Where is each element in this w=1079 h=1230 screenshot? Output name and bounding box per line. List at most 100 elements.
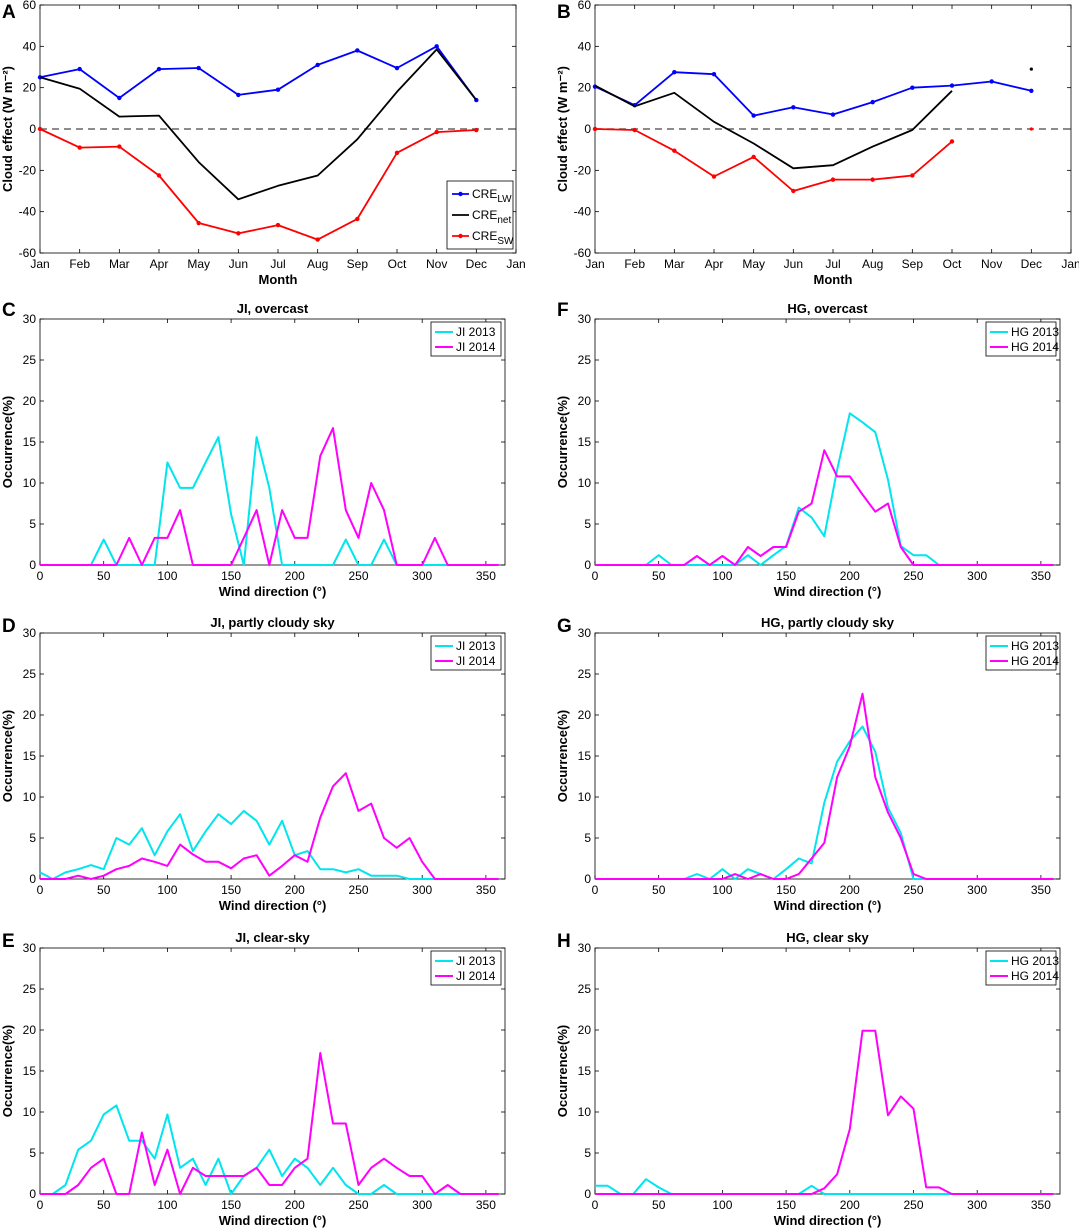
x-tick-label: 100 (712, 569, 732, 583)
axes-box (39, 318, 506, 566)
y-axis-label: Occurrence(%) (0, 710, 15, 802)
x-tick-label: 300 (412, 883, 432, 897)
x-tick-label: 100 (157, 883, 177, 897)
legend-box (985, 950, 1057, 986)
y-axis-label: Cloud effect (W m⁻²) (0, 66, 15, 192)
x-tick-label: 200 (285, 1198, 305, 1212)
x-tick-label: 350 (1031, 1198, 1051, 1212)
y-tick-label: 5 (584, 517, 591, 531)
x-tick-label: Feb (624, 257, 645, 271)
x-axis-label: Wind direction (°) (219, 898, 327, 913)
x-tick-label: Jul (270, 257, 285, 271)
data-point (949, 139, 955, 144)
legend-label: HG 2013 (1011, 954, 1059, 968)
legend-label: CRELW (472, 187, 512, 205)
x-tick-label: May (187, 257, 210, 271)
y-tick-label: 60 (578, 0, 592, 12)
x-axis-label: Wind direction (°) (219, 1213, 327, 1228)
y-tick-label: -60 (574, 246, 592, 260)
y-tick-label: 5 (584, 1146, 591, 1160)
y-tick-label: 0 (584, 122, 591, 136)
legend-label: JI 2013 (456, 325, 496, 339)
y-axis-label: Occurrence(%) (555, 710, 570, 802)
x-tick-label: 100 (712, 883, 732, 897)
data-point (632, 127, 637, 133)
series-cre-line (39, 45, 478, 101)
x-tick-label: 350 (1031, 569, 1051, 583)
x-tick-label: 0 (592, 569, 599, 583)
y-tick-label: 15 (578, 749, 592, 763)
data-point (791, 105, 796, 110)
x-axis-label: Wind direction (°) (774, 898, 882, 913)
x-tick-label: Nov (426, 257, 447, 271)
x-tick-label: Jun (784, 257, 803, 271)
y-tick-label: 25 (578, 667, 592, 681)
panel-title: JI, overcast (237, 301, 309, 316)
y-axis-label: Occurrence(%) (555, 1025, 570, 1117)
x-tick-label: 150 (776, 1198, 796, 1212)
y-tick-label: 20 (23, 81, 37, 95)
data-point (37, 126, 43, 132)
series-cre-line (39, 48, 478, 201)
y-tick-label: 10 (578, 1105, 592, 1119)
data-point (751, 154, 756, 160)
y-tick-label: 25 (23, 982, 37, 996)
legend-label: HG 2014 (1011, 969, 1059, 983)
y-tick-label: -60 (19, 246, 37, 260)
data-point (830, 177, 836, 182)
series-hg-2014-line (595, 449, 1054, 566)
data-point (672, 69, 677, 75)
y-tick-label: 0 (584, 558, 591, 572)
x-tick-label: Sep (347, 257, 369, 271)
x-tick-label: 100 (712, 1198, 732, 1212)
legend-box (985, 635, 1057, 671)
x-tick-label: 350 (476, 569, 496, 583)
x-tick-label: Jan (585, 257, 604, 271)
y-tick-label: 40 (578, 39, 592, 53)
y-tick-label: 25 (578, 982, 592, 996)
x-tick-label: 350 (476, 883, 496, 897)
y-tick-label: 20 (578, 1023, 592, 1037)
panel-title: JI, partly cloudy sky (210, 615, 335, 630)
x-tick-label: Jan (506, 257, 525, 271)
y-tick-label: 25 (578, 353, 592, 367)
panel-title: HG, partly cloudy sky (761, 615, 895, 630)
x-tick-label: Sep (902, 257, 924, 271)
y-tick-label: 5 (29, 1146, 36, 1160)
y-tick-label: 10 (578, 476, 592, 490)
y-tick-label: 5 (29, 831, 36, 845)
x-tick-label: 0 (37, 883, 44, 897)
data-point (434, 44, 439, 49)
series-ji-2014-line (40, 772, 499, 880)
x-tick-label: Oct (943, 257, 962, 271)
y-axis-label: Occurrence(%) (0, 396, 15, 488)
x-tick-label: 250 (348, 1198, 368, 1212)
x-tick-label: 350 (1031, 883, 1051, 897)
x-tick-label: 0 (592, 1198, 599, 1212)
panel-letter: B (557, 2, 571, 23)
legend-label: JI 2013 (456, 954, 496, 968)
x-tick-label: 150 (776, 569, 796, 583)
y-tick-label: 0 (29, 122, 36, 136)
x-tick-label: Mar (664, 257, 685, 271)
data-point (989, 79, 994, 84)
data-point (474, 127, 479, 133)
y-tick-label: 15 (23, 1064, 37, 1078)
data-point (315, 62, 320, 68)
x-tick-label: 200 (285, 569, 305, 583)
series-hg-2014-line (595, 692, 1054, 880)
axes-box (39, 947, 506, 1195)
y-tick-label: 10 (578, 790, 592, 804)
data-point (870, 177, 875, 182)
y-tick-label: 25 (23, 667, 37, 681)
y-tick-label: -40 (19, 205, 37, 219)
data-point (791, 188, 796, 194)
y-axis-label: Occurrence(%) (555, 396, 570, 488)
x-tick-label: 250 (348, 883, 368, 897)
data-point (156, 173, 162, 178)
x-tick-label: May (742, 257, 765, 271)
panel-title: HG, clear sky (786, 930, 869, 945)
